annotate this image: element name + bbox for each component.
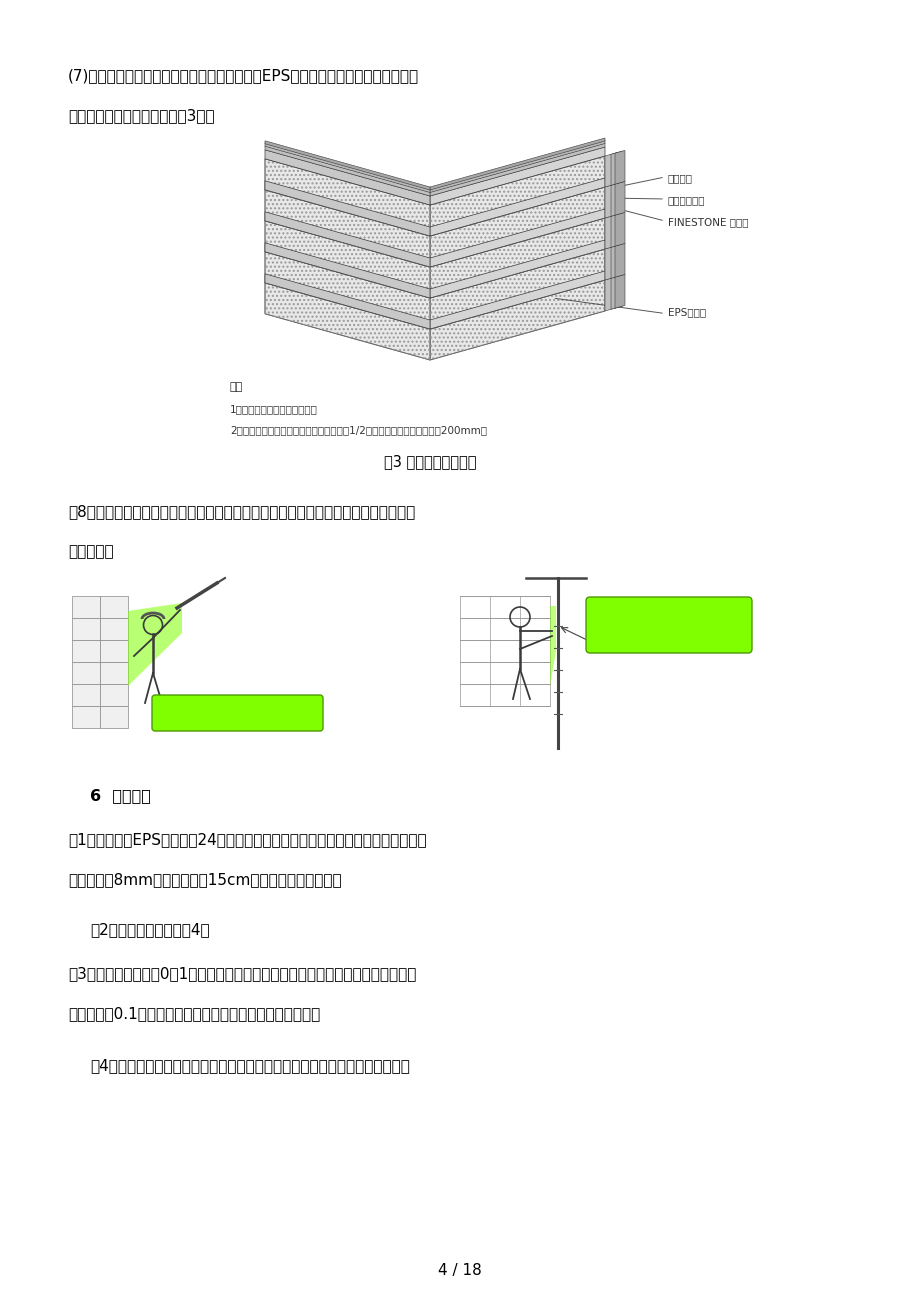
Bar bbox=[100, 641, 128, 661]
Polygon shape bbox=[265, 242, 429, 298]
FancyBboxPatch shape bbox=[152, 695, 323, 730]
FancyBboxPatch shape bbox=[585, 598, 751, 654]
Text: 1、转角处聚苯板应交错排板。: 1、转角处聚苯板应交错排板。 bbox=[230, 404, 318, 414]
Text: 图3 保温板排列示意图: 图3 保温板排列示意图 bbox=[383, 454, 476, 469]
Polygon shape bbox=[610, 182, 622, 216]
Polygon shape bbox=[614, 181, 624, 215]
Text: 4 / 18: 4 / 18 bbox=[437, 1263, 482, 1279]
Text: 6  安装锁栓: 6 安装锁栓 bbox=[90, 788, 151, 803]
Bar bbox=[100, 596, 128, 618]
Polygon shape bbox=[605, 214, 618, 249]
Text: （8）、在粘贴窗框四周的阳角和外墙阳角时，应先作出基准线，作为控制阳角上下竞: （8）、在粘贴窗框四周的阳角和外墙阳角时，应先作出基准线，作为控制阳角上下竞 bbox=[68, 504, 414, 519]
Polygon shape bbox=[429, 187, 605, 267]
Text: （4）、对于敛击式锁栓，敛击时应注意力度，避免将锁栓钉帽敛入板面太深。: （4）、对于敛击式锁栓，敛击时应注意力度，避免将锁栓钉帽敛入板面太深。 bbox=[90, 1059, 410, 1073]
Polygon shape bbox=[429, 271, 605, 329]
Polygon shape bbox=[605, 245, 618, 280]
Polygon shape bbox=[128, 603, 182, 686]
Polygon shape bbox=[614, 212, 624, 246]
Polygon shape bbox=[605, 184, 618, 217]
Polygon shape bbox=[429, 249, 605, 329]
Text: FINESTONE 粘结层: FINESTONE 粘结层 bbox=[667, 217, 748, 227]
Polygon shape bbox=[265, 221, 429, 298]
Bar bbox=[72, 661, 100, 684]
Text: 墙体基层: 墙体基层 bbox=[667, 173, 692, 184]
Bar bbox=[72, 641, 100, 661]
Polygon shape bbox=[610, 214, 622, 247]
Polygon shape bbox=[429, 217, 605, 298]
Polygon shape bbox=[429, 141, 605, 193]
Polygon shape bbox=[614, 275, 624, 309]
Polygon shape bbox=[429, 147, 605, 204]
Polygon shape bbox=[265, 159, 429, 236]
Polygon shape bbox=[429, 143, 605, 197]
Bar bbox=[100, 618, 128, 641]
Polygon shape bbox=[265, 212, 429, 267]
Bar bbox=[100, 661, 128, 684]
Bar bbox=[72, 596, 100, 618]
Bar bbox=[72, 706, 100, 728]
Polygon shape bbox=[429, 138, 605, 190]
Bar bbox=[100, 706, 128, 728]
Polygon shape bbox=[265, 143, 429, 193]
Polygon shape bbox=[265, 190, 429, 267]
Polygon shape bbox=[429, 178, 605, 236]
Polygon shape bbox=[550, 605, 555, 686]
Text: 保证拐角处顺直且垂直（见图3）。: 保证拐角处顺直且垂直（见图3）。 bbox=[68, 108, 214, 122]
Polygon shape bbox=[610, 151, 622, 185]
Text: (7)、在墙体阴阳角处，应先排好尺寸，再裁切EPS板，使其粘贴时垂直交错连接，: (7)、在墙体阴阳角处，应先排好尺寸，再裁切EPS板，使其粘贴时垂直交错连接， bbox=[68, 68, 419, 83]
Bar bbox=[100, 684, 128, 706]
Text: 2、聚苯板应错缝粘贴，错缝间距为各行板1/2板长，错缝最小错缝尺寸＞200mm。: 2、聚苯板应错缝粘贴，错缝间距为各行板1/2板长，错缝最小错缝尺寸＞200mm。 bbox=[230, 424, 486, 435]
Bar bbox=[72, 618, 100, 641]
Text: 硞板塡塞板缝并: 硞板塡塞板缝并 bbox=[642, 609, 695, 622]
Text: 打磨平整: 打磨平整 bbox=[653, 629, 683, 642]
Text: 钒头直径为8mm，钒孔深度为15cm，以确保锁固力可靠。: 钒头直径为8mm，钒孔深度为15cm，以确保锁固力可靠。 bbox=[68, 872, 341, 887]
Polygon shape bbox=[610, 275, 622, 310]
Polygon shape bbox=[429, 210, 605, 267]
Text: 抹灰层及饰面: 抹灰层及饰面 bbox=[667, 195, 705, 204]
Text: （2）、锁栓布点参照图4。: （2）、锁栓布点参照图4。 bbox=[90, 922, 210, 937]
Polygon shape bbox=[265, 141, 429, 190]
Polygon shape bbox=[605, 152, 618, 187]
Polygon shape bbox=[610, 243, 622, 279]
Polygon shape bbox=[265, 181, 429, 236]
Text: ，对于小于0.1㎡的单块板应根据现场情况决定是否加锁栓。: ，对于小于0.1㎡的单块板应根据现场情况决定是否加锁栓。 bbox=[68, 1006, 320, 1021]
Text: 说明: 说明 bbox=[230, 381, 243, 392]
Text: （3）、任何面积大于0．1㎡的单块板必须加锁栓，数量视板的形状和现场情况而定: （3）、任何面积大于0．1㎡的单块板必须加锁栓，数量视板的形状和现场情况而定 bbox=[68, 966, 416, 980]
Polygon shape bbox=[265, 273, 429, 329]
Text: EPS保温板: EPS保温板 bbox=[667, 307, 706, 318]
Polygon shape bbox=[265, 251, 429, 329]
Polygon shape bbox=[429, 240, 605, 298]
Text: 直的依据。: 直的依据。 bbox=[68, 544, 114, 559]
Polygon shape bbox=[429, 156, 605, 236]
Polygon shape bbox=[614, 243, 624, 277]
Text: （1）、锁栓在EPS板粘贴完24小时后开始安装。按设计要求的位置用冲击钒钒孔，: （1）、锁栓在EPS板粘贴完24小时后开始安装。按设计要求的位置用冲击钒钒孔， bbox=[68, 832, 426, 848]
Polygon shape bbox=[429, 280, 605, 359]
Polygon shape bbox=[265, 146, 429, 197]
Bar bbox=[72, 684, 100, 706]
Polygon shape bbox=[265, 283, 429, 359]
Polygon shape bbox=[265, 150, 429, 204]
Polygon shape bbox=[614, 151, 624, 184]
Text: 随时用靠尺检查施工质量: 随时用靠尺检查施工质量 bbox=[196, 707, 278, 720]
Polygon shape bbox=[605, 276, 618, 311]
